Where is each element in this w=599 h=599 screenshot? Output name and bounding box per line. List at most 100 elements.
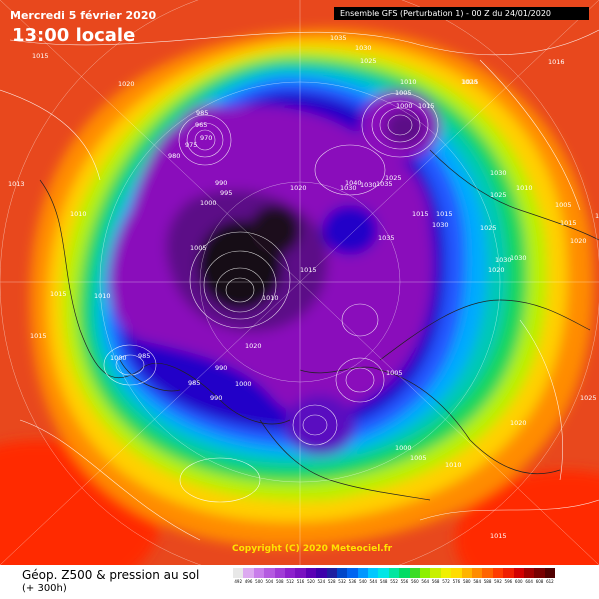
footer-subtitle: (+ 300h) — [22, 583, 67, 594]
legend-label: 516 — [296, 579, 305, 584]
legend-swatch — [357, 568, 369, 578]
pressure-label: 1025 — [580, 394, 597, 402]
pressure-label: 1005 — [410, 454, 427, 462]
legend-label: 528 — [327, 579, 336, 584]
legend-swatch — [492, 568, 504, 578]
pressure-label: 1015 — [462, 78, 479, 86]
legend-label: 536 — [348, 579, 357, 584]
pressure-label: 985 — [188, 379, 200, 387]
pressure-label: 985 — [196, 109, 208, 117]
legend-swatch — [316, 568, 327, 578]
legend-label: 604 — [525, 579, 533, 584]
legend-label: 588 — [483, 579, 492, 584]
legend-footer: Géop. Z500 & pression au sol (+ 300h) 49… — [0, 565, 599, 599]
legend-label: 508 — [275, 579, 284, 584]
pressure-labels: 1015102010351030102510101005100010161015… — [8, 34, 599, 540]
legend-label: 492 — [234, 579, 243, 584]
legend-label: 512 — [286, 579, 294, 584]
legend-swatch — [503, 568, 514, 578]
pressure-label: 1020 — [245, 342, 262, 350]
pressure-label: 1030 — [340, 184, 357, 192]
pressure-label: 1010 — [94, 292, 111, 300]
pressure-label: 1020 — [118, 80, 135, 88]
pressure-label: 1020 — [461, 78, 478, 86]
geopotential-map-graphic: 1015102010351030102510101005100010161015… — [0, 0, 599, 565]
legend-swatch — [253, 568, 265, 578]
pressure-contours — [0, 29, 599, 541]
pressure-label: 1030 — [355, 44, 372, 52]
run-info: Ensemble GFS (Perturbation 1) - 00 Z du … — [334, 7, 589, 20]
pressure-label: 1005 — [555, 201, 572, 209]
legend-label: 548 — [379, 579, 388, 584]
legend-swatch — [243, 568, 254, 578]
pressure-label: 1010 — [595, 212, 599, 220]
pressure-label: 970 — [200, 134, 212, 142]
legend-swatch — [451, 568, 462, 578]
coastlines — [39, 149, 599, 501]
legend-swatch — [264, 568, 275, 578]
legend-swatch — [440, 568, 452, 578]
pressure-label: 1020 — [488, 266, 505, 274]
pressure-label: 1040 — [345, 179, 362, 187]
legend-label: 500 — [255, 579, 263, 584]
legend-label: 564 — [421, 579, 430, 584]
legend-label: 596 — [504, 579, 513, 584]
pressure-label: 1000 — [235, 380, 252, 388]
legend-swatch — [378, 568, 389, 578]
legend-label: 576 — [452, 579, 461, 584]
legend-label: 540 — [359, 579, 367, 584]
pressure-label: 1015 — [436, 210, 453, 218]
pressure-label: 1035 — [378, 234, 395, 242]
legend-swatch — [544, 568, 556, 578]
legend-swatch — [420, 568, 431, 578]
legend-swatch — [284, 568, 296, 578]
pressure-label: 1030 — [490, 169, 507, 177]
pressure-label: 1005 — [395, 89, 412, 97]
pressure-label: 1020 — [290, 184, 307, 192]
pressure-label: 1015 — [30, 332, 47, 340]
legend-label: 524 — [317, 579, 326, 584]
pressure-label: 990 — [210, 394, 222, 402]
footer-title: Géop. Z500 & pression au sol — [22, 568, 200, 582]
legend-swatch — [326, 568, 337, 578]
pressure-label: 1010 — [70, 210, 87, 218]
legend-swatch — [233, 568, 244, 578]
legend-label: 600 — [514, 579, 523, 584]
legend-label: 612 — [546, 579, 554, 584]
pressure-label: 1025 — [360, 57, 377, 65]
legend-swatch — [399, 568, 410, 578]
legend-swatch — [430, 568, 441, 578]
copyright: Copyright (C) 2020 Meteociel.fr — [232, 544, 393, 554]
pressure-label: 1035 — [376, 180, 393, 188]
legend-swatch — [368, 568, 379, 578]
pressure-label: 1000 — [200, 199, 217, 207]
map-date: Mercredi 5 février 2020 — [10, 9, 157, 22]
pressure-label: 1013 — [8, 180, 25, 188]
pressure-label: 995 — [220, 189, 232, 197]
pressure-label: 1005 — [190, 244, 207, 252]
pressure-label: 965 — [195, 121, 207, 129]
pressure-label: 1015 — [300, 266, 317, 274]
pressure-label: 1030 — [432, 221, 449, 229]
pressure-label: 1000 — [395, 444, 412, 452]
pressure-label: 1015 — [412, 210, 429, 218]
legend-label: 532 — [338, 579, 346, 584]
legend-swatch — [513, 568, 524, 578]
pressure-label: 1015 — [418, 102, 435, 110]
legend-label: 584 — [473, 579, 481, 584]
pressure-label: 980 — [168, 152, 180, 160]
legend-label: 580 — [462, 579, 471, 584]
pressure-label: 1000 — [396, 102, 413, 110]
color-scale — [233, 568, 556, 578]
pressure-label: 990 — [215, 364, 227, 372]
pressure-label: 1015 — [560, 219, 577, 227]
legend-swatch — [471, 568, 483, 578]
legend-label: 592 — [494, 579, 502, 584]
pressure-label: 1025 — [480, 224, 497, 232]
pressure-label: 1020 — [510, 419, 527, 427]
pressure-label: 1030 — [495, 256, 512, 264]
pressure-label: 1010 — [262, 294, 279, 302]
lat-lon-grid — [0, 0, 599, 565]
legend-swatch — [534, 568, 545, 578]
pressure-label: 985 — [138, 352, 150, 360]
